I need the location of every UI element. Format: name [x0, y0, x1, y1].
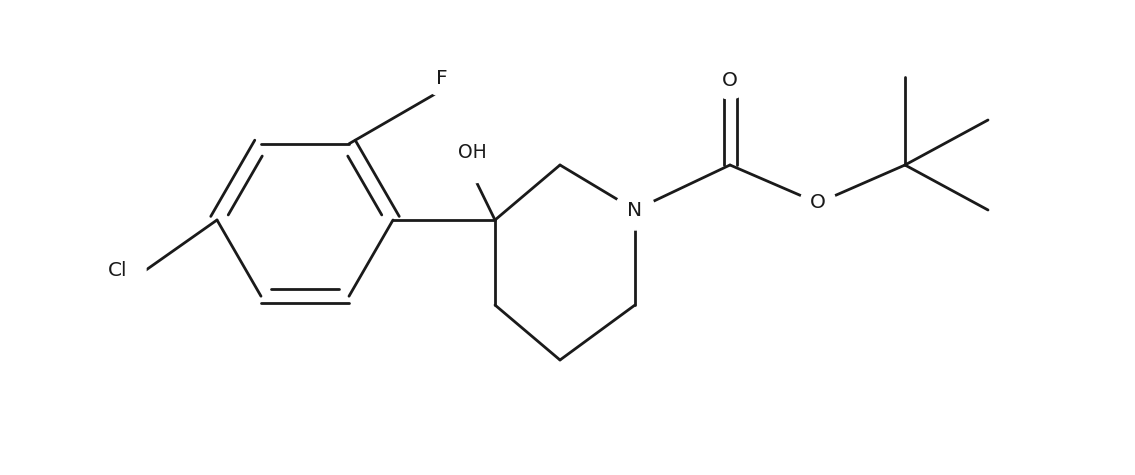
Text: O: O: [810, 193, 826, 212]
Circle shape: [800, 185, 836, 221]
Text: N: N: [628, 200, 642, 219]
Text: OH: OH: [457, 143, 487, 162]
Circle shape: [90, 242, 146, 298]
Text: O: O: [722, 72, 738, 91]
Circle shape: [712, 63, 748, 99]
Circle shape: [424, 60, 460, 96]
Text: Cl: Cl: [108, 260, 128, 279]
Text: F: F: [436, 68, 448, 87]
Circle shape: [442, 123, 502, 183]
Circle shape: [615, 190, 655, 230]
